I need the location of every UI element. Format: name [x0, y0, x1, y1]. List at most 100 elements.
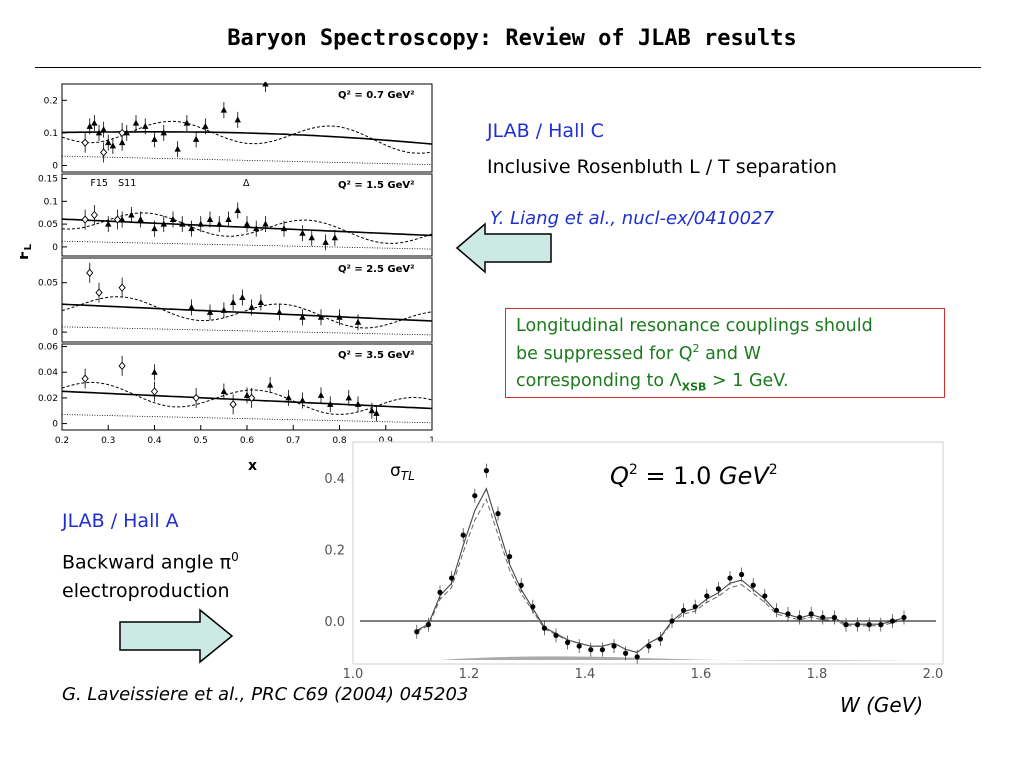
fl-point	[118, 216, 126, 223]
fl-panel-label: Q² = 0.7 GeV²	[338, 90, 415, 101]
note-line-2: be suppressed for Q2 and W	[516, 342, 761, 364]
fl-ytick-label: 0.06	[38, 343, 58, 353]
fl-point	[280, 225, 288, 232]
fl-open-point	[113, 215, 122, 224]
sigma-point	[692, 604, 698, 610]
fl-ytick-label: 0.02	[38, 394, 58, 404]
fl-xtick-label: 0.2	[55, 436, 69, 446]
fl-point	[317, 313, 325, 320]
sigma-point	[820, 614, 826, 621]
sigma-point	[762, 593, 768, 599]
fl-xtick-label: 0.3	[101, 436, 115, 446]
fl-point	[234, 116, 241, 123]
fl-ytick-label: 0.2	[44, 96, 58, 106]
sigma-point	[715, 586, 721, 592]
fl-open-point	[229, 400, 237, 409]
sigma-point	[611, 643, 617, 649]
fl-point	[169, 216, 177, 223]
sigma-point	[773, 607, 779, 613]
fl-xtick-label: 1	[429, 436, 435, 446]
fl-figure: 0 0.1 0.2 Q² = 0.7 GeV² 0 0.05 0.1 0.15 Q² = 1.5…	[20, 82, 435, 474]
fl-ytick-label: 0.04	[38, 368, 58, 378]
fl-open-point	[95, 288, 103, 297]
fl-panel-label: Q² = 1.5 GeV²	[338, 180, 415, 191]
fl-point	[151, 135, 158, 142]
fl-point	[243, 220, 251, 227]
fl-point	[91, 119, 98, 126]
fl-point	[299, 229, 306, 236]
fl-point	[220, 306, 228, 313]
fl-point	[317, 391, 325, 398]
fl-open-point	[90, 210, 98, 220]
fl-open-point	[100, 148, 108, 157]
fl-xtick-label: 0.4	[147, 436, 162, 446]
fl-point	[216, 220, 223, 227]
fl-point	[354, 318, 362, 325]
sigma-point	[855, 622, 861, 628]
sigma-point	[530, 604, 536, 610]
fl-point	[336, 313, 343, 320]
fl-dotted-curve	[61, 326, 433, 336]
sigma-xtick-label: 1.2	[459, 667, 480, 682]
fl-point	[179, 220, 186, 227]
hall-c-reference: Y. Liang et al., nucl-ex/0410027	[490, 208, 774, 229]
sigma-systematic-band	[440, 656, 904, 661]
sigma-point	[588, 647, 594, 653]
sigma-point	[634, 654, 640, 660]
sigma-point	[576, 643, 582, 649]
sigma-point	[739, 571, 745, 578]
sigma-point	[750, 582, 756, 588]
sigma-xtick-label: 2.0	[923, 667, 944, 682]
sigma-point	[414, 629, 420, 635]
fl-point	[160, 129, 167, 136]
fl-point	[86, 122, 93, 129]
hall-a-line-2: electroproduction	[62, 580, 230, 602]
fl-point	[183, 119, 191, 126]
fl-ytick-label: 0.1	[44, 197, 58, 207]
fl-model-curve	[61, 212, 433, 244]
fl-open-point	[81, 374, 89, 383]
fl-point	[188, 303, 195, 310]
fl-point	[331, 234, 339, 241]
fl-point	[105, 220, 112, 227]
sigma-tl-xlabel: W (GeV)	[840, 693, 923, 717]
fl-ytick-label: 0.05	[38, 220, 58, 230]
sigma-point	[808, 611, 814, 617]
fl-point	[262, 82, 269, 87]
fl-ytick-label: 0.05	[38, 279, 58, 289]
sigma-ytick-label: 0.4	[324, 472, 345, 487]
fl-fit-curve	[61, 131, 433, 145]
slide-title: Baryon Spectroscopy: Review of JLAB resu…	[227, 26, 797, 51]
hall-c-label: JLAB / Hall C	[487, 120, 604, 142]
fl-point	[253, 225, 260, 232]
sigma-point	[518, 582, 524, 588]
fl-point	[109, 142, 117, 149]
left-arrow-icon	[455, 222, 552, 274]
sigma-point	[657, 636, 663, 642]
sigma-ytick-label: 0.2	[324, 543, 345, 558]
note-line-3: corresponding to ΛXSB > 1 GeV.	[516, 371, 789, 394]
fl-open-point	[86, 268, 94, 278]
fl-point	[225, 216, 232, 223]
fl-xtick-label: 0.7	[286, 436, 300, 446]
sigma-point	[425, 622, 431, 628]
sigma-point	[437, 589, 443, 595]
fl-point	[220, 106, 228, 113]
fl-point	[308, 234, 315, 241]
sigma-point	[495, 511, 501, 517]
fl-xtick-label: 0.5	[194, 436, 208, 446]
sigma-point	[681, 607, 687, 613]
sigma-point	[727, 575, 733, 581]
sigma-point	[460, 532, 466, 538]
fl-point	[206, 308, 214, 315]
right-arrow-icon	[119, 608, 234, 664]
sigma-point	[472, 493, 478, 499]
fl-point	[220, 387, 228, 394]
fl-model-curve	[61, 120, 433, 154]
note-line-1: Longitudinal resonance couplings should	[516, 316, 873, 336]
sigma-point	[646, 643, 652, 649]
sigma-point	[541, 625, 547, 631]
fl-point	[262, 220, 269, 227]
fl-point	[234, 206, 241, 213]
fl-point	[354, 400, 362, 407]
